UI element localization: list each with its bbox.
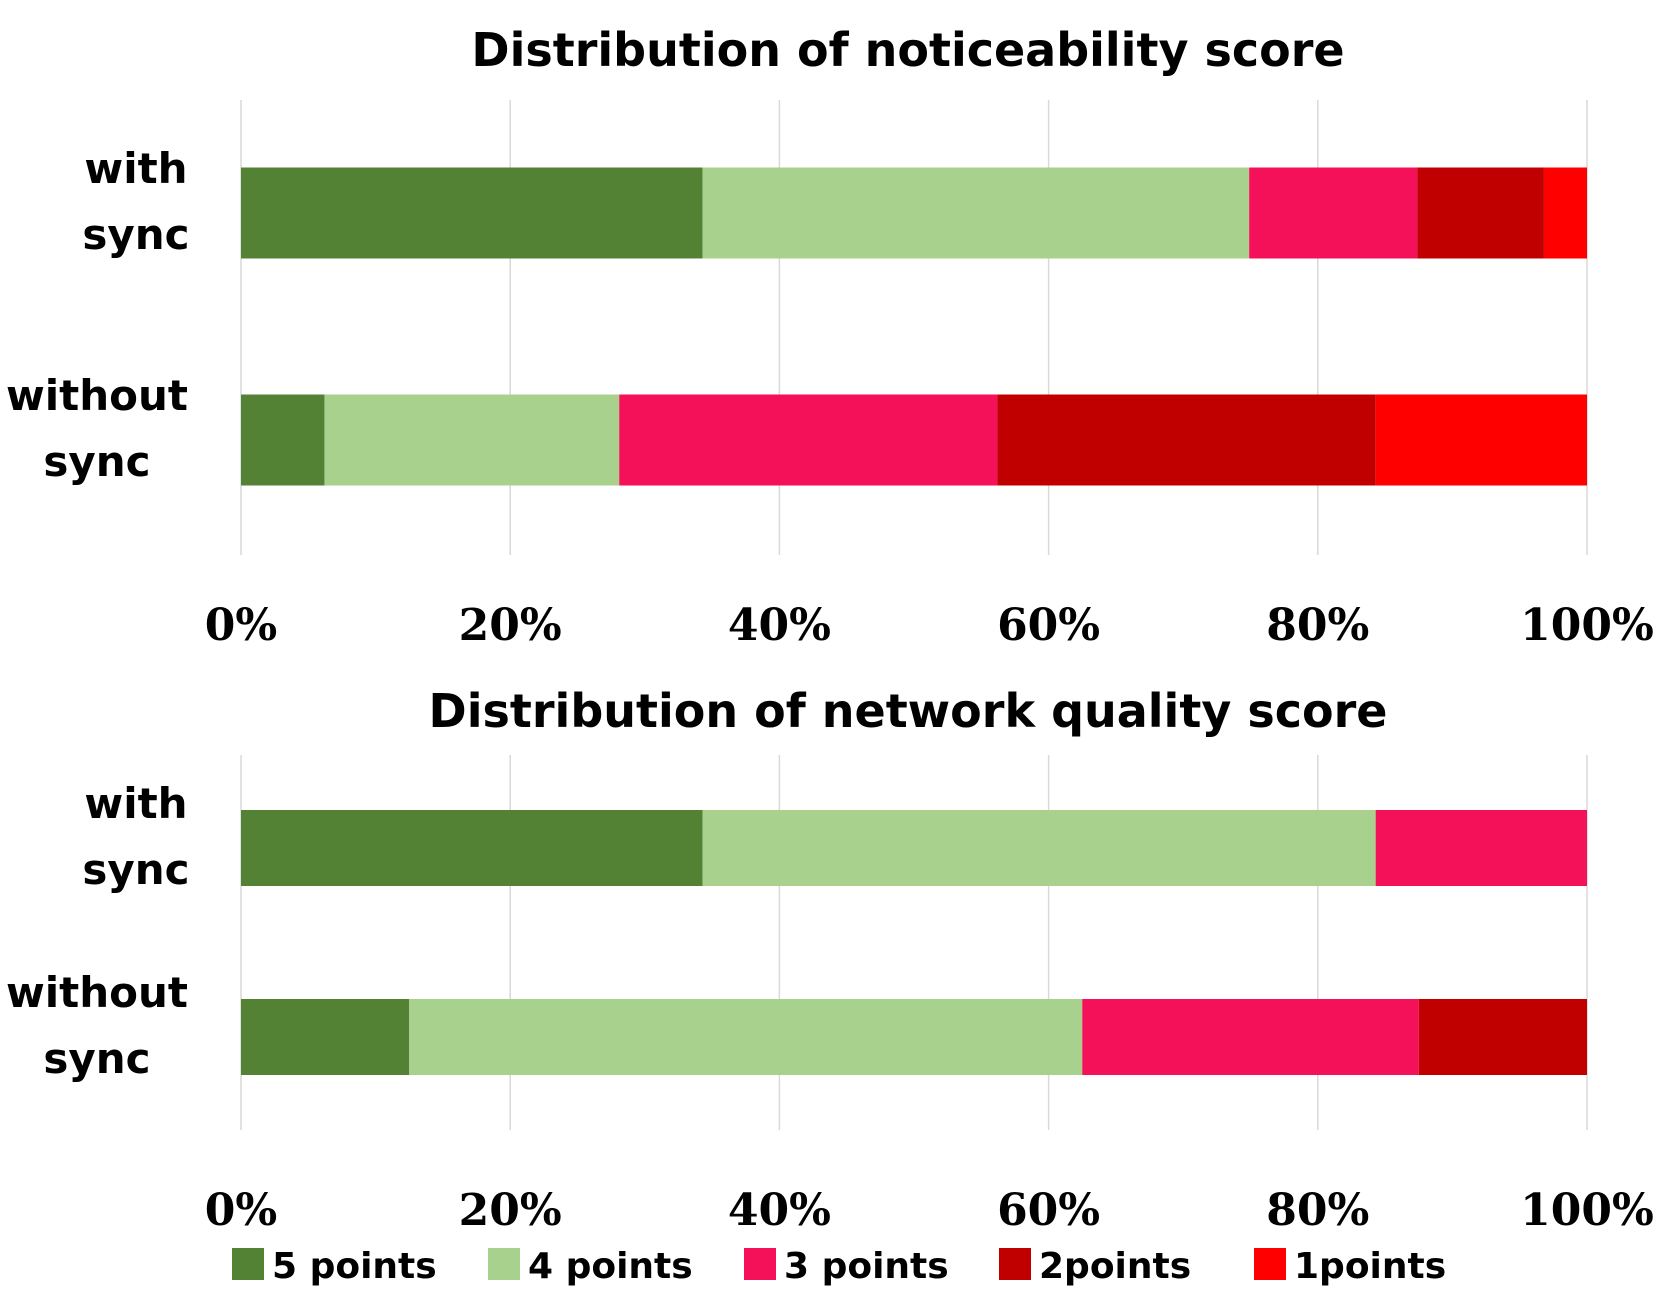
x-tick-label: 40%: [728, 1185, 831, 1236]
bar-segment: [1543, 167, 1587, 259]
bar-segment: [324, 394, 620, 486]
legend-label: 4 points: [528, 1246, 693, 1287]
y-category-label: without sync: [6, 968, 188, 1083]
bar-segment: [1417, 167, 1544, 259]
y-category-label: with sync: [82, 779, 189, 894]
y-category-label-line: without: [6, 968, 188, 1017]
bar-segment: [702, 167, 1250, 259]
chart-title: Distribution of noticeability score: [471, 23, 1344, 77]
legend-label: 2points: [1039, 1246, 1191, 1287]
y-category-label-line: sync: [82, 845, 189, 894]
x-tick-label: 20%: [459, 600, 562, 651]
bar-segment: [1082, 999, 1419, 1075]
x-tick-label: 40%: [728, 600, 831, 651]
y-category-label-line: sync: [82, 210, 189, 259]
x-tick-label: 0%: [205, 600, 277, 651]
x-tick-label: 20%: [459, 1185, 562, 1236]
bar-segment: [1375, 810, 1587, 886]
x-tick-label: 60%: [997, 600, 1100, 651]
bar-segment: [241, 167, 703, 259]
x-tick-label: 80%: [1266, 1185, 1369, 1236]
legend-swatch: [232, 1248, 264, 1280]
bar-segment: [241, 810, 703, 886]
bar-segment: [997, 394, 1376, 486]
x-tick-label: 100%: [1520, 1185, 1654, 1236]
bar-segment: [1249, 167, 1418, 259]
x-tick-label: 100%: [1520, 600, 1654, 651]
y-category-label-line: sync: [43, 1034, 150, 1083]
bar-segment: [241, 394, 325, 486]
y-category-label-line: with: [84, 779, 187, 828]
y-category-label: without sync: [6, 371, 188, 486]
x-tick-label: 80%: [1266, 600, 1369, 651]
bar-segment: [619, 394, 998, 486]
chart-title: Distribution of network quality score: [429, 684, 1388, 738]
legend-label: 3 points: [784, 1246, 949, 1287]
bar-segment: [1418, 999, 1587, 1075]
y-category-label: with sync: [82, 144, 189, 259]
legend-swatch: [744, 1248, 776, 1280]
legend-swatch: [488, 1248, 520, 1280]
bar-segment: [409, 999, 1083, 1075]
y-category-label-line: sync: [43, 437, 150, 486]
bar-segment: [702, 810, 1376, 886]
legend-swatch: [1254, 1248, 1286, 1280]
x-tick-label: 60%: [997, 1185, 1100, 1236]
legend-label: 5 points: [272, 1246, 437, 1287]
bar-segment: [1375, 394, 1587, 486]
x-tick-label: 0%: [205, 1185, 277, 1236]
legend-swatch: [999, 1248, 1031, 1280]
legend-label: 1points: [1294, 1246, 1446, 1287]
y-category-label-line: without: [6, 371, 188, 420]
y-category-label-line: with: [84, 144, 187, 193]
bar-segment: [241, 999, 410, 1075]
